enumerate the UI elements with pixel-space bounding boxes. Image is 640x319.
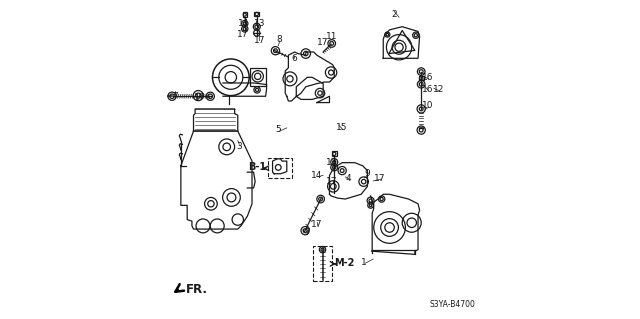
- Text: 12: 12: [433, 85, 444, 94]
- Text: 2: 2: [392, 10, 397, 19]
- Text: 9: 9: [365, 169, 371, 178]
- Text: 4: 4: [346, 174, 351, 183]
- Bar: [243, 12, 247, 17]
- Text: 17: 17: [374, 174, 386, 183]
- Text: 17: 17: [194, 93, 205, 102]
- Text: 6: 6: [292, 54, 298, 63]
- Bar: [250, 69, 266, 86]
- Text: 17: 17: [254, 36, 266, 45]
- Text: 17: 17: [317, 38, 329, 47]
- Bar: [419, 76, 424, 80]
- Text: FR.: FR.: [186, 283, 207, 296]
- Text: 1: 1: [362, 258, 367, 267]
- Text: 7: 7: [172, 92, 178, 101]
- Text: 17: 17: [310, 220, 322, 229]
- Text: 14: 14: [310, 171, 322, 180]
- Bar: [313, 247, 332, 281]
- Text: 13: 13: [254, 19, 266, 28]
- Text: 16: 16: [422, 73, 433, 82]
- Text: 13: 13: [326, 158, 338, 167]
- Text: 15: 15: [337, 123, 348, 132]
- Text: 3: 3: [237, 142, 242, 151]
- Text: 17: 17: [326, 177, 338, 186]
- Text: 14: 14: [239, 19, 250, 28]
- Bar: [254, 12, 259, 16]
- Text: 17: 17: [237, 30, 248, 39]
- Bar: [332, 152, 337, 156]
- Text: 16: 16: [422, 85, 433, 94]
- Bar: [268, 158, 292, 178]
- Text: 7: 7: [304, 228, 310, 237]
- Text: 10: 10: [422, 101, 433, 110]
- Text: 8: 8: [276, 35, 282, 44]
- Text: B-1: B-1: [248, 162, 266, 172]
- Text: S3YA-B4700: S3YA-B4700: [429, 300, 475, 309]
- Text: M-2: M-2: [335, 258, 355, 268]
- Text: 5: 5: [275, 125, 281, 134]
- Text: 11: 11: [326, 32, 338, 41]
